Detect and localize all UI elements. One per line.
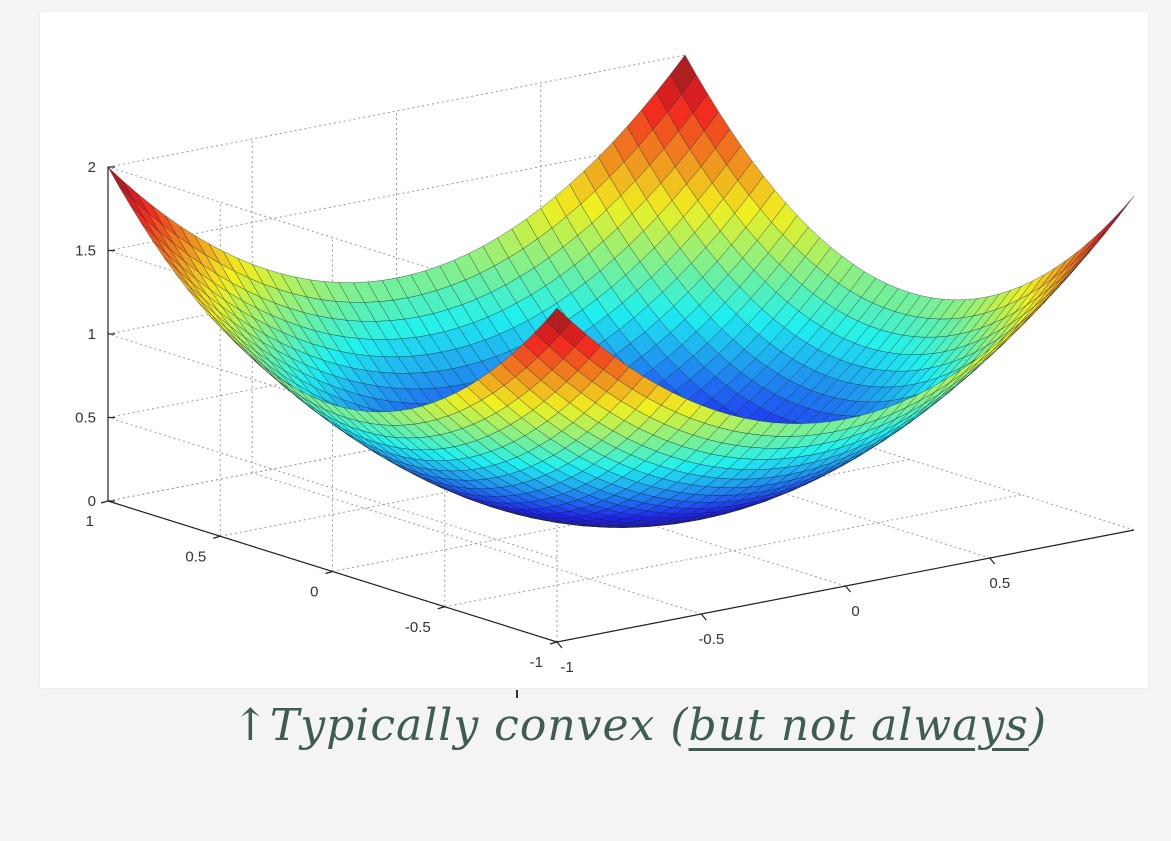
x-tick — [700, 613, 707, 621]
z-tick-label: 2 — [88, 159, 96, 176]
z-tick-label: 1 — [88, 326, 96, 343]
x-tick-label: -1 — [560, 659, 573, 676]
figure-panel: -1 -0.5 0 0.5 -1 -0.5 0 0.5 1 0 0.5 1 1.5 2 — [40, 12, 1148, 688]
x-tick-label: 0 — [851, 603, 859, 620]
x-tick-label: 0.5 — [989, 575, 1010, 592]
y-tick-label: 0.5 — [185, 548, 206, 565]
annotation-arrow-icon: ↑ — [232, 700, 270, 751]
wall-grid-line — [107, 166, 558, 309]
surface-mesh — [107, 54, 1135, 528]
z-tick-label: 1.5 — [75, 243, 96, 260]
x-tick — [556, 641, 563, 649]
z-tick-label: 0 — [88, 493, 96, 510]
y-tick-label: 1 — [86, 513, 94, 530]
annotation-text-prefix: Typically convex ( — [269, 700, 689, 751]
surface-patch — [1108, 195, 1135, 228]
y-tick — [325, 570, 333, 575]
wall-grid-line — [107, 417, 558, 559]
x-tick-label: -0.5 — [698, 631, 724, 648]
z-tick-label: 0.5 — [75, 410, 96, 427]
x-tick — [845, 585, 851, 593]
y-tick-label: -1 — [530, 654, 543, 671]
y-tick-label: -0.5 — [405, 619, 431, 636]
surface-plot: -1 -0.5 0 0.5 -1 -0.5 0 0.5 1 0 0.5 1 1.5 2 — [75, 54, 1135, 676]
y-tick — [549, 641, 558, 645]
annotation-text-suffix: ) — [1028, 700, 1047, 751]
x-tick — [989, 557, 996, 565]
y-tick — [437, 606, 445, 610]
annotation-text-underlined: but not always — [688, 700, 1029, 751]
floor-grid-line — [684, 388, 1135, 531]
handwritten-annotation: ↑Typically convex (but not always) — [232, 700, 1047, 751]
y-tick — [213, 535, 221, 539]
y-tick-label: 0 — [310, 584, 318, 601]
y-tick — [100, 500, 109, 504]
